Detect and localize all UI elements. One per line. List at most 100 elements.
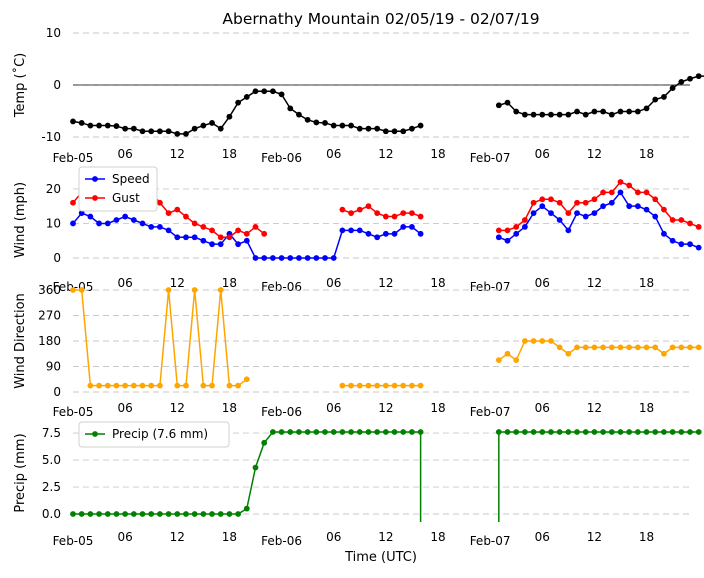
data-point (330, 122, 337, 129)
data-point (521, 429, 528, 435)
data-point (113, 511, 120, 517)
data-point (400, 210, 407, 216)
y-axis-label: Precip (mm) (13, 433, 28, 512)
data-point (565, 429, 572, 435)
data-point (409, 429, 415, 435)
data-point (582, 111, 589, 118)
data-point (574, 108, 580, 115)
data-point (365, 203, 372, 210)
data-point (374, 210, 381, 216)
data-point (356, 382, 363, 389)
data-point (165, 128, 172, 135)
data-point (634, 189, 641, 196)
x-tick-label: 06 (535, 530, 550, 544)
data-point (565, 111, 572, 118)
data-point (278, 429, 285, 435)
x-tick-label: 18 (639, 276, 654, 290)
data-point (243, 505, 250, 512)
data-point (530, 199, 537, 206)
x-tick-label: 12 (378, 147, 393, 161)
data-point (217, 287, 224, 293)
legend-swatch-marker (92, 431, 98, 437)
x-tick-label: 12 (378, 401, 393, 415)
data-point (96, 122, 102, 129)
data-point (157, 224, 163, 230)
x-tick-label: 18 (430, 401, 445, 415)
data-point (382, 429, 389, 435)
y-tick-label: 0 (53, 385, 61, 399)
data-point (183, 234, 189, 241)
data-point (669, 344, 676, 351)
y-tick-label: 20 (46, 182, 61, 196)
data-point (139, 128, 146, 135)
x-tick-label: Feb-05 (53, 534, 94, 548)
data-point (348, 210, 354, 216)
y-tick-label: 180 (38, 334, 61, 348)
data-point (287, 255, 294, 261)
data-point (174, 234, 181, 241)
series-line-temp (498, 75, 704, 116)
data-point (400, 429, 407, 435)
x-tick-label: 18 (222, 147, 237, 161)
data-point (139, 382, 146, 389)
data-point (200, 122, 207, 129)
data-point (513, 108, 520, 115)
data-point (643, 344, 650, 351)
data-point (695, 73, 702, 80)
data-point (348, 227, 354, 234)
data-point (104, 511, 111, 517)
data-point (695, 244, 702, 251)
data-point (296, 429, 302, 435)
data-point (157, 199, 163, 206)
x-tick-label: 12 (170, 147, 185, 161)
data-point (322, 255, 328, 261)
data-point (417, 213, 424, 220)
data-point (626, 429, 633, 435)
data-point (382, 382, 389, 389)
x-tick-label: Feb-07 (470, 405, 511, 419)
data-point (548, 338, 554, 344)
data-point (217, 125, 224, 132)
data-point (365, 382, 372, 389)
x-tick-label: 06 (118, 530, 133, 544)
data-point (626, 344, 633, 351)
x-tick-label: Feb-06 (261, 534, 302, 548)
data-point (417, 382, 424, 389)
data-point (183, 130, 189, 137)
data-point (565, 350, 572, 357)
data-point (417, 429, 424, 435)
data-point (591, 344, 598, 351)
data-point (591, 196, 598, 203)
data-point (643, 189, 650, 196)
y-tick-label: 5.0 (42, 453, 61, 467)
data-point (209, 120, 215, 126)
data-point (261, 439, 268, 446)
data-point (669, 85, 676, 92)
data-point (78, 210, 85, 216)
data-point (356, 227, 363, 234)
data-point (391, 382, 398, 389)
x-tick-label: 06 (326, 530, 341, 544)
data-point (521, 111, 528, 118)
x-tick-label: 12 (587, 276, 602, 290)
data-point (574, 199, 580, 206)
data-point (634, 108, 641, 115)
data-point (504, 237, 511, 244)
data-point (695, 224, 702, 230)
data-point (235, 382, 242, 389)
data-point (634, 344, 641, 351)
data-point (617, 344, 624, 351)
data-point (252, 224, 259, 230)
data-point (174, 511, 181, 517)
panel-temp: -10 0 10 Temp (˚C) Feb-05 06 12 18 Feb-06 06 12 18 F… (12, 26, 704, 165)
data-point (287, 105, 294, 112)
series-line-gust (342, 205, 421, 218)
data-point (130, 217, 137, 223)
data-point (513, 429, 520, 435)
legend: Speed Gust (78, 166, 158, 212)
data-point (217, 234, 224, 241)
data-point (356, 206, 363, 213)
x-tick-label: 18 (639, 147, 654, 161)
